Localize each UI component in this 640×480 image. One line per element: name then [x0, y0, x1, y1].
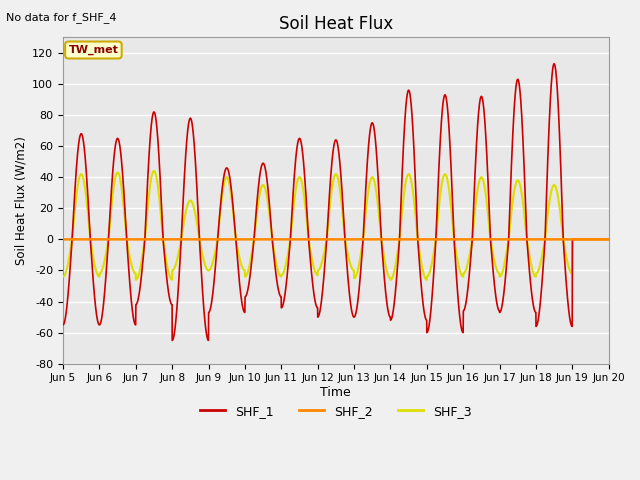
Text: TW_met: TW_met — [68, 45, 118, 55]
Text: No data for f_SHF_4: No data for f_SHF_4 — [6, 12, 117, 23]
Y-axis label: Soil Heat Flux (W/m2): Soil Heat Flux (W/m2) — [15, 136, 28, 265]
X-axis label: Time: Time — [321, 386, 351, 399]
Legend: SHF_1, SHF_2, SHF_3: SHF_1, SHF_2, SHF_3 — [195, 400, 476, 423]
Title: Soil Heat Flux: Soil Heat Flux — [279, 15, 393, 33]
